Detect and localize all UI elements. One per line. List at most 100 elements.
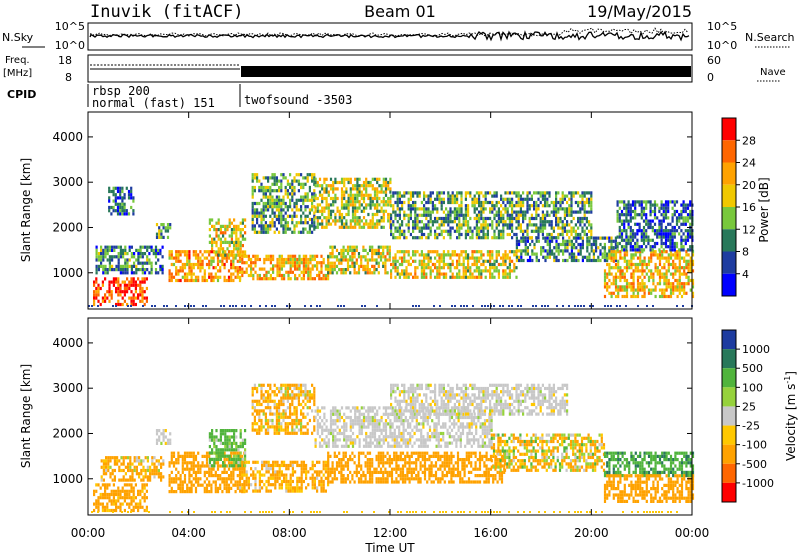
echo-cell <box>386 252 389 256</box>
echo-cell <box>606 282 609 286</box>
echo-cell <box>683 282 686 286</box>
echo-cell <box>208 262 211 267</box>
echo-cell <box>234 480 237 484</box>
echo-cell <box>464 269 467 273</box>
echo-cell <box>155 468 158 473</box>
echo-cell <box>146 258 149 262</box>
echo-cell <box>449 269 452 273</box>
echo-cell <box>230 262 233 267</box>
echo-cell <box>340 252 343 256</box>
echo-cell <box>414 220 417 224</box>
echo-cell <box>181 454 184 458</box>
echo-cell <box>177 272 180 276</box>
echo-cell <box>438 194 441 198</box>
echo-cell <box>311 460 314 464</box>
echo-cell <box>97 255 100 259</box>
echo-cell <box>244 457 247 461</box>
echo-cell <box>322 467 325 471</box>
echo-cell <box>188 256 191 260</box>
echo-cell <box>489 223 492 227</box>
echo-cell <box>618 225 621 230</box>
echo-cell <box>142 465 145 469</box>
echo-cell <box>362 216 366 220</box>
echo-cell <box>570 213 573 217</box>
echo-cell <box>304 227 307 231</box>
echo-cell <box>188 454 191 458</box>
echo-cell <box>663 256 666 260</box>
echo-cell <box>267 185 270 190</box>
echo-cell <box>563 226 566 230</box>
echo-cell <box>358 193 361 197</box>
echo-cell <box>617 269 620 273</box>
echo-cell <box>169 226 172 230</box>
echo-cell <box>562 249 565 253</box>
echo-cell <box>636 291 640 295</box>
echo-cell <box>502 259 505 263</box>
echo-cell <box>251 176 254 180</box>
echo-cell <box>683 272 686 276</box>
echo-cell <box>289 173 292 177</box>
echo-cell <box>276 267 279 271</box>
echo-cell <box>95 296 98 300</box>
echo-cell <box>344 248 347 252</box>
echo-cell <box>145 496 148 500</box>
echo-cell <box>243 261 246 265</box>
echo-cell <box>302 463 305 468</box>
echo-cell <box>275 227 278 231</box>
echo-cell <box>230 234 233 238</box>
echo-cell <box>332 200 335 204</box>
echo-cell <box>364 258 367 262</box>
echo-cell <box>535 252 538 256</box>
echo-cell <box>325 225 328 229</box>
echo-cell <box>179 250 182 254</box>
echo-cell <box>493 213 496 217</box>
echo-cell <box>133 271 136 275</box>
echo-cell <box>396 220 399 224</box>
echo-cell <box>216 467 220 471</box>
echo-cell <box>214 483 217 487</box>
echo-cell <box>133 459 136 463</box>
echo-cell <box>522 229 525 233</box>
echo-cell <box>211 438 214 442</box>
echo-cell <box>145 508 148 513</box>
echo-cell <box>431 210 434 214</box>
echo-cell <box>197 259 200 263</box>
echo-cell <box>108 496 111 500</box>
echo-cell <box>405 266 408 270</box>
echo-cell <box>113 468 116 473</box>
echo-cell <box>645 272 648 276</box>
echo-cell <box>384 258 387 262</box>
echo-cell <box>241 473 244 477</box>
echo-cell <box>353 268 356 272</box>
echo-cell <box>280 217 283 222</box>
echo-cell <box>183 272 187 276</box>
echo-cell <box>305 467 308 471</box>
echo-cell <box>511 197 514 201</box>
echo-cell <box>574 232 577 237</box>
echo-cell <box>529 242 532 247</box>
echo-cell <box>621 275 624 279</box>
echo-cell <box>291 467 294 471</box>
echo-cell <box>568 213 571 217</box>
echo-cell <box>366 258 369 262</box>
echo-cell <box>623 275 626 279</box>
echo-cell <box>203 486 206 490</box>
echo-cell <box>346 245 350 249</box>
echo-cell <box>515 200 518 205</box>
echo-cell <box>340 225 344 229</box>
echo-cell <box>93 502 96 506</box>
echo-cell <box>216 464 220 468</box>
echo-cell <box>130 299 133 303</box>
echo-cell <box>250 273 253 278</box>
echo-cell <box>224 432 227 436</box>
echo-cell <box>471 197 474 201</box>
echo-cell <box>440 200 443 205</box>
echo-cell <box>460 253 463 257</box>
echo-cell <box>612 275 615 279</box>
echo-cell <box>425 216 428 221</box>
echo-cell <box>570 197 573 201</box>
echo-cell <box>546 249 549 253</box>
echo-cell <box>203 454 206 458</box>
echo-cell <box>414 275 417 279</box>
echo-cell <box>230 480 233 484</box>
